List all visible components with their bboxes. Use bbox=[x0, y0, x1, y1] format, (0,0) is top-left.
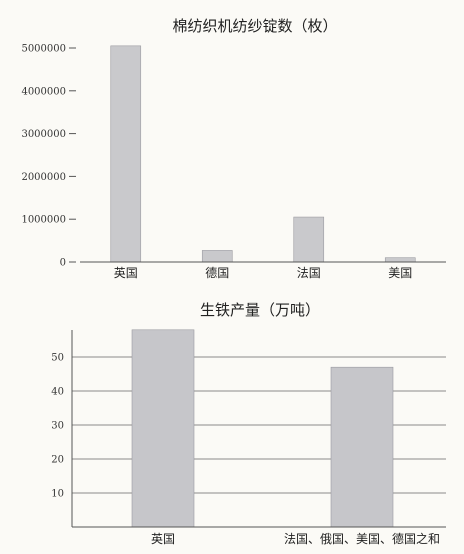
chart-spindles-title: 棉纺织机纺纱锭数（枚） bbox=[172, 17, 337, 35]
chart-pig-iron-ytick-label: 50 bbox=[51, 353, 64, 364]
chart-spindles-ytick-label: 1000000 bbox=[21, 215, 66, 226]
chart-spindles-bar bbox=[201, 250, 233, 263]
chart-spindles-ytick-label: 5000000 bbox=[21, 44, 66, 55]
chart-pig-iron-title: 生铁产量（万吨） bbox=[200, 301, 320, 319]
chart-spindles-bar bbox=[293, 216, 325, 263]
chart-spindles-ytick-label: 4000000 bbox=[21, 86, 66, 97]
chart-pig-iron: 生铁产量（万吨） 10 20 30 40 50 英国 法国、俄国、美国、德国之和 bbox=[51, 301, 446, 546]
chart-pig-iron-ytick-label: 40 bbox=[51, 387, 64, 398]
chart-spindles-bar bbox=[384, 257, 416, 263]
chart-pig-iron-ytick-label: 30 bbox=[51, 421, 64, 432]
chart-spindles-bar bbox=[110, 45, 142, 263]
chart-pig-iron-ytick-label: 10 bbox=[51, 489, 64, 500]
chart-spindles-category-label: 德国 bbox=[205, 265, 229, 280]
chart-spindles-category-label: 美国 bbox=[388, 266, 412, 280]
chart-pig-iron-bar bbox=[330, 366, 394, 528]
chart-spindles-ytick-label: 0 bbox=[60, 258, 66, 269]
chart-spindles-ytick-label: 3000000 bbox=[21, 129, 66, 140]
chart-spindles-ytick-label: 2000000 bbox=[21, 172, 66, 183]
chart-spindles-category-label: 英国 bbox=[114, 266, 138, 280]
chart-spindles-category-label: 法国 bbox=[297, 266, 321, 280]
chart-pig-iron-ytick-label: 20 bbox=[51, 455, 64, 466]
chart-spindles: 棉纺织机纺纱锭数（枚） 0 1000000 2000000 3000000 400000… bbox=[21, 17, 446, 280]
chart-pig-iron-bar bbox=[131, 329, 195, 528]
chart-pig-iron-category-label: 法国、俄国、美国、德国之和 bbox=[284, 531, 440, 546]
chart-pig-iron-category-label: 英国 bbox=[151, 532, 175, 546]
